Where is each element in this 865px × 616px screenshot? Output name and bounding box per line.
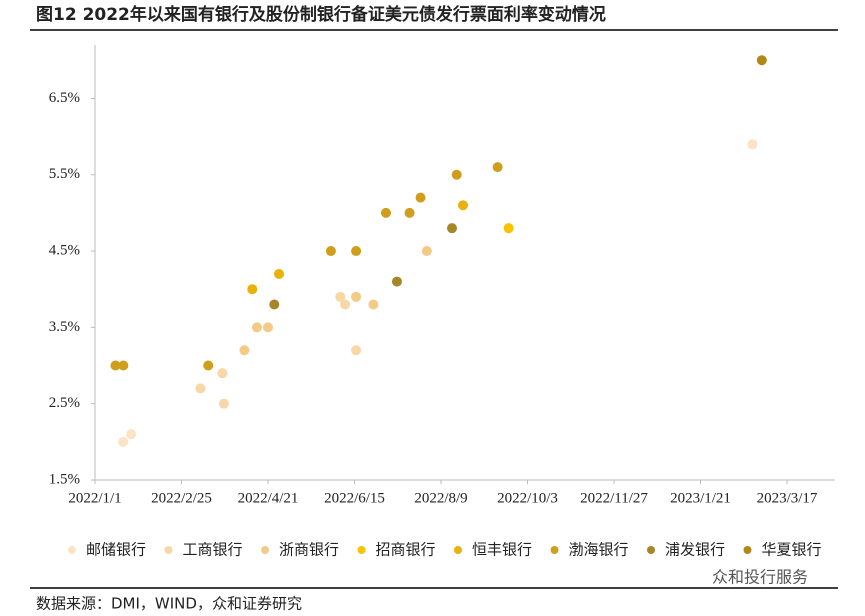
point: [218, 398, 229, 409]
legend-marker: [550, 546, 559, 554]
watermark: 众和投行服务: [712, 568, 808, 587]
chart-title: 图12 2022年以来国有银行及股份制银行备证美元债发行票面利率变动情况: [36, 4, 606, 25]
point: [503, 223, 514, 234]
point: [756, 55, 767, 66]
x-tick-label: 2022/6/15: [324, 490, 385, 506]
point: [251, 322, 262, 333]
legend-label: 招商银行: [376, 541, 436, 559]
y-tick-label: 5.5%: [49, 166, 80, 182]
point: [118, 360, 129, 371]
legend-label: 浦发银行: [665, 541, 725, 559]
point: [447, 223, 458, 234]
x-tick-label: 2022/4/21: [238, 490, 299, 506]
point: [451, 169, 462, 180]
legend-label: 工商银行: [183, 541, 243, 559]
point: [421, 246, 432, 257]
point: [351, 291, 362, 302]
point: [195, 383, 206, 394]
point: [269, 299, 280, 310]
point: [263, 322, 273, 333]
point: [492, 162, 503, 173]
point: [118, 436, 129, 447]
legend-label: 浙商银行: [279, 541, 339, 559]
legend-label: 华夏银行: [762, 541, 822, 559]
legend-label: 渤海银行: [569, 541, 629, 559]
point: [368, 299, 379, 310]
x-tick-label: 2022/10/3: [497, 490, 558, 506]
point: [126, 429, 137, 440]
source: 数据来源：DMI，WIND，众和证券研究: [36, 595, 302, 613]
legend-marker: [647, 546, 655, 554]
point: [274, 268, 285, 279]
legend-marker: [68, 546, 76, 554]
x-tick-label: 2023/1/21: [670, 490, 731, 506]
point: [203, 360, 214, 371]
x-tick-label: 2022/2/25: [151, 490, 212, 506]
legend-marker: [164, 546, 173, 554]
y-tick-label: 3.5%: [49, 319, 80, 335]
x-tick-label: 2022/1/1: [68, 490, 121, 506]
point: [380, 207, 391, 218]
legend-label: 邮储银行: [86, 541, 146, 559]
point: [325, 246, 336, 257]
point: [335, 291, 346, 302]
point: [351, 345, 362, 356]
y-tick-label: 1.5%: [49, 471, 80, 487]
point: [239, 345, 250, 356]
legend-label: 恒丰银行: [472, 541, 532, 559]
x-tick-label: 2022/11/27: [580, 490, 648, 506]
y-tick-label: 4.5%: [49, 242, 80, 258]
point: [391, 276, 402, 287]
x-tick-label: 2022/8/9: [414, 490, 467, 506]
y-tick-label: 6.5%: [49, 90, 80, 106]
y-tick-label: 2.5%: [49, 395, 80, 411]
point: [340, 299, 351, 310]
point: [458, 200, 469, 211]
x-tick-label: 2023/3/17: [757, 490, 818, 506]
point: [747, 139, 758, 150]
point: [415, 192, 426, 203]
point: [217, 368, 228, 379]
point: [351, 246, 362, 257]
point: [404, 207, 415, 218]
legend-marker: [357, 546, 366, 554]
legend-marker: [261, 546, 269, 554]
legend-marker: [454, 546, 462, 554]
legend-marker: [743, 546, 752, 554]
point: [110, 360, 121, 371]
point: [247, 284, 258, 295]
